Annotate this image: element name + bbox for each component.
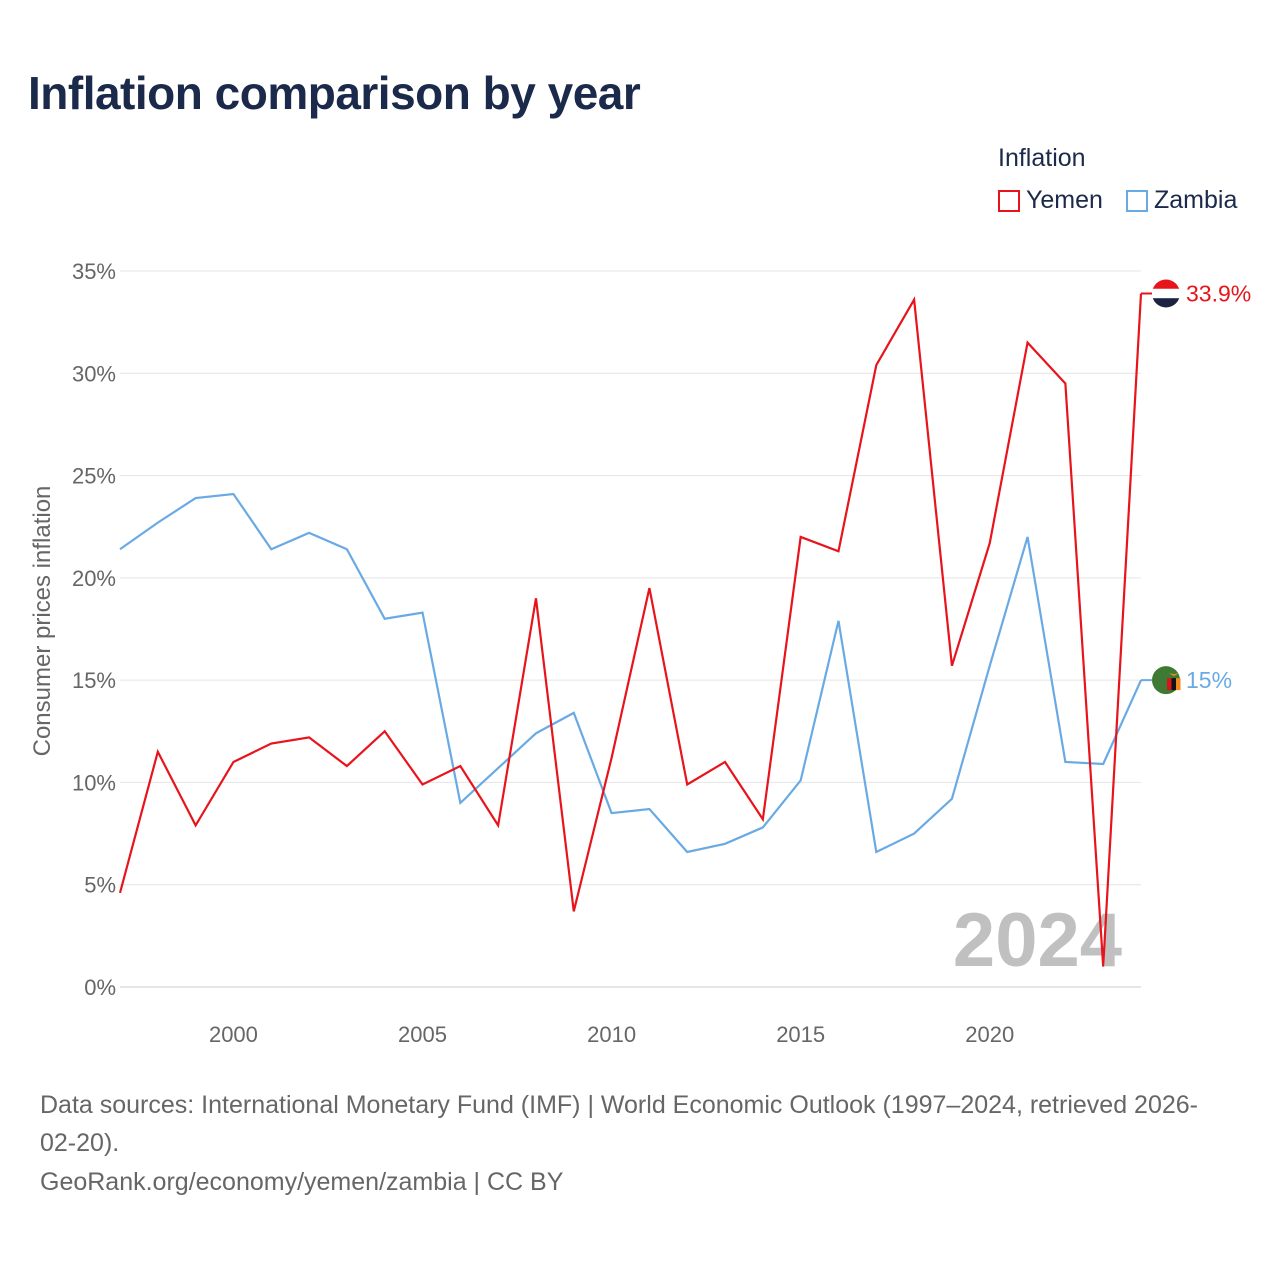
legend-swatch-zambia <box>1126 189 1148 212</box>
chart-plot: 0% 5% 10% 15% 20% 25% 30% 35% 2000 2005 2010 2015 20… <box>29 259 1251 1047</box>
y-tick-label: 20% <box>72 566 116 591</box>
legend-item-zambia[interactable]: Zambia <box>1126 186 1237 215</box>
y-tick-label: 30% <box>72 361 116 386</box>
legend-label-zambia: Zambia <box>1154 186 1238 214</box>
year-watermark: 2024 <box>953 898 1122 983</box>
x-tick-label: 2005 <box>398 1022 447 1047</box>
legend-item-yemen[interactable]: Yemen <box>998 186 1103 215</box>
footer-source-line1: Data sources: International Monetary Fun… <box>40 1091 1198 1119</box>
legend-title: Inflation <box>998 144 1086 172</box>
x-tick-label: 2010 <box>587 1022 636 1047</box>
x-tick-label: 2015 <box>776 1022 825 1047</box>
y-axis-label: Consumer prices inflation <box>29 486 56 757</box>
chart-title: Inflation comparison by year <box>28 67 641 119</box>
footer-source-line2: 02-20). <box>40 1129 120 1157</box>
end-label-zambia: 15% <box>1186 667 1232 693</box>
series-line-zambia <box>119 492 1143 854</box>
legend-label-yemen: Yemen <box>1026 186 1103 214</box>
y-tick-label: 35% <box>72 259 116 284</box>
end-label-yemen: 33.9% <box>1186 281 1251 307</box>
y-tick-label: 10% <box>72 770 116 795</box>
series-line-yemen <box>118 293 1143 967</box>
yemen-flag-icon <box>1152 279 1180 308</box>
x-tick-label: 2000 <box>209 1022 258 1047</box>
y-tick-label: 25% <box>72 464 116 489</box>
legend-swatch-yemen <box>998 189 1020 212</box>
zambia-flag-icon <box>1152 666 1181 695</box>
y-tick-label: 5% <box>84 873 116 898</box>
x-tick-label: 2020 <box>965 1022 1014 1047</box>
footer-attribution: GeoRank.org/economy/yemen/zambia | CC BY <box>40 1168 564 1196</box>
y-tick-label: 15% <box>72 668 116 693</box>
y-tick-label: 0% <box>84 975 116 1000</box>
